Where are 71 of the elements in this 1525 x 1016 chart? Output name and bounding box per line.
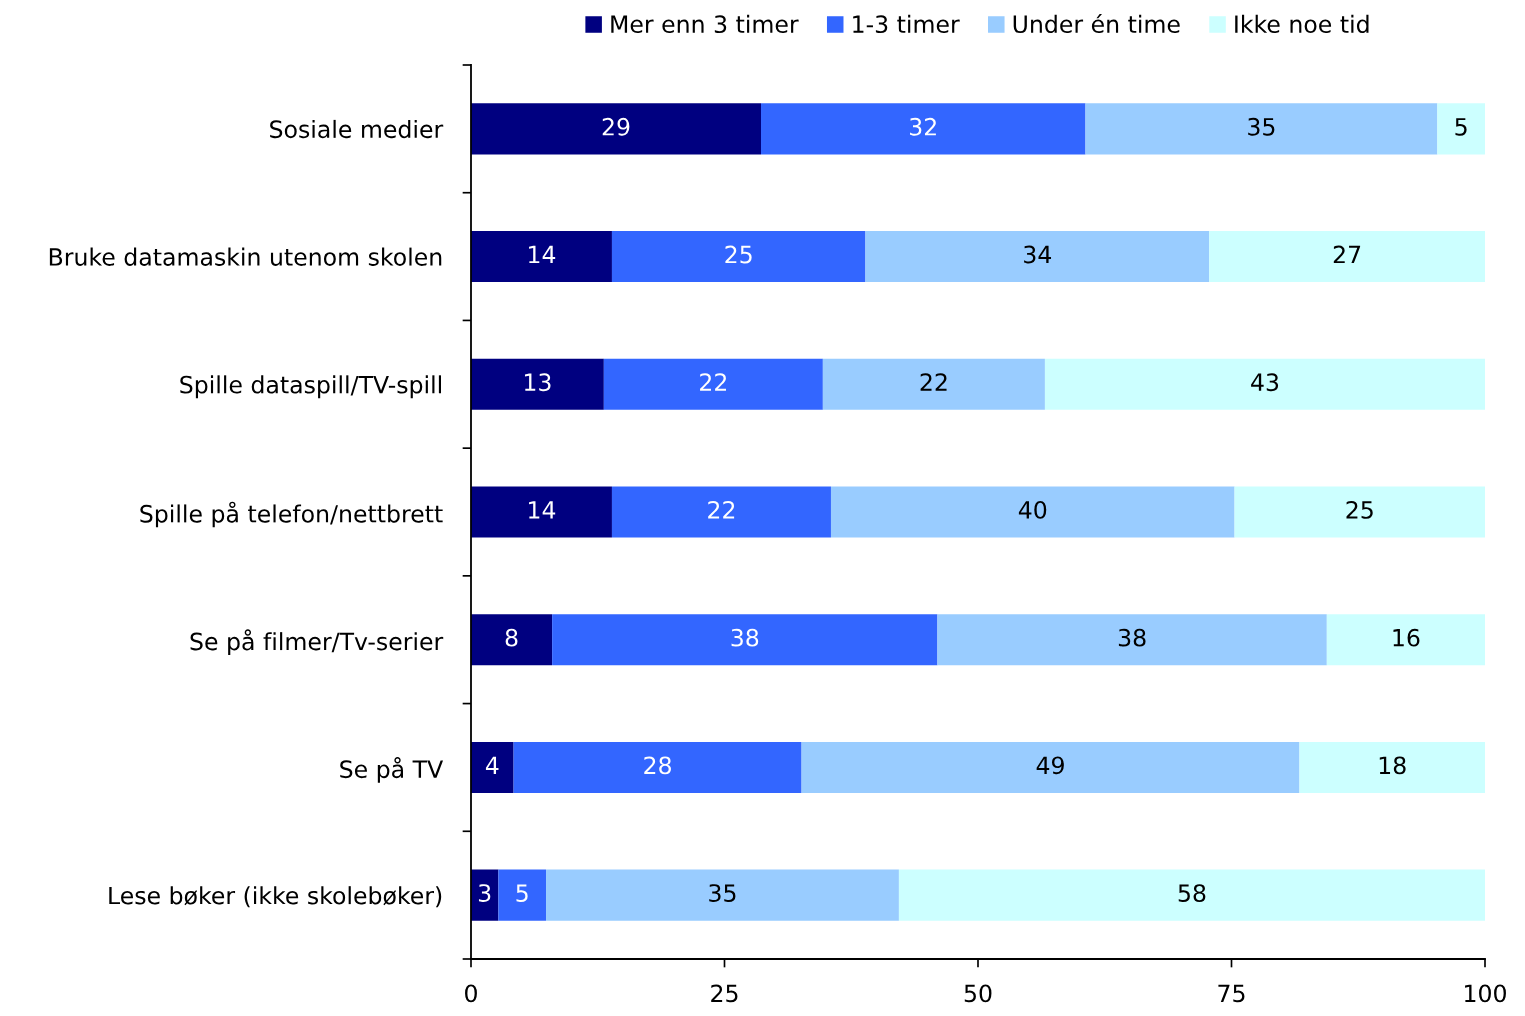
data-label: 38 <box>731 628 759 647</box>
bar <box>1209 231 1485 283</box>
bar <box>822 358 1045 410</box>
data-label: 43 <box>1251 373 1279 392</box>
x-tick-label: 0 <box>465 984 477 1003</box>
y-tick-label: Bruke datamaskin utenom skolen <box>49 247 442 266</box>
data-label: 22 <box>700 373 726 391</box>
data-label: 16 <box>1393 628 1420 647</box>
data-label: 28 <box>644 756 671 775</box>
data-label: 49 <box>1036 756 1064 775</box>
y-tick-label: Spille på telefon/nettbrett <box>140 501 443 528</box>
bar <box>830 486 1235 538</box>
x-tick-label: 100 <box>1465 984 1506 1003</box>
bar <box>761 103 1086 155</box>
bar <box>1437 103 1485 155</box>
legend-label: Under én time <box>1013 13 1180 34</box>
bar <box>937 614 1327 666</box>
legend-label: 1-3 timer <box>853 14 960 34</box>
data-label: 5 <box>516 884 528 902</box>
bar <box>471 741 514 793</box>
x-tick-label: 25 <box>711 984 738 1003</box>
y-tick-label: Spille dataspill/TV-spill <box>180 375 442 399</box>
bar <box>552 614 938 666</box>
bar <box>471 486 612 538</box>
bar <box>801 741 1300 793</box>
bar <box>1326 614 1485 666</box>
data-label: 14 <box>529 501 556 519</box>
y-tick-label: Sosiale medier <box>270 119 444 139</box>
data-label: 58 <box>1178 884 1206 902</box>
bar <box>471 614 553 666</box>
data-label: 27 <box>1333 245 1361 264</box>
bar <box>611 231 866 283</box>
y-tick-label: Se på filmer/Tv-serier <box>190 629 444 655</box>
data-label: 32 <box>910 117 936 136</box>
data-label: 38 <box>1118 628 1146 647</box>
bar <box>1044 358 1485 410</box>
data-label: 35 <box>1248 117 1275 136</box>
data-label: 13 <box>524 373 551 392</box>
y-tick-label: Se på TV <box>340 757 444 783</box>
data-label: 29 <box>602 117 630 136</box>
data-label: 5 <box>1455 118 1467 136</box>
data-label: 22 <box>920 373 947 391</box>
x-tick-label: 50 <box>964 984 992 1003</box>
y-tick-label: Lese bøker (ikke skolebøker) <box>109 886 442 908</box>
bar <box>471 358 604 410</box>
legend-label: Ikke noe tid <box>1235 14 1369 34</box>
x-tick-label: 75 <box>1218 984 1245 1003</box>
data-label: 8 <box>505 628 518 647</box>
data-label: 25 <box>1346 500 1373 519</box>
data-label: 40 <box>1018 500 1047 519</box>
data-label: 35 <box>709 884 736 902</box>
bar <box>1085 103 1438 155</box>
data-label: 25 <box>725 245 752 264</box>
bar <box>1234 486 1485 538</box>
bar <box>546 869 899 921</box>
bar <box>611 486 831 538</box>
data-label: 18 <box>1379 756 1406 775</box>
bar <box>1299 741 1485 793</box>
data-label: 3 <box>478 884 491 902</box>
bar <box>471 103 761 155</box>
data-label: 22 <box>708 500 735 519</box>
data-label: 14 <box>529 245 556 264</box>
bar <box>498 869 547 921</box>
data-label: 4 <box>485 756 499 774</box>
legend-label: Mer enn 3 timer <box>611 14 799 34</box>
bar <box>865 231 1210 283</box>
bar <box>603 358 823 410</box>
data-label: 34 <box>1024 245 1052 264</box>
bar <box>513 741 802 793</box>
bar <box>898 869 1485 921</box>
bar <box>471 231 612 283</box>
